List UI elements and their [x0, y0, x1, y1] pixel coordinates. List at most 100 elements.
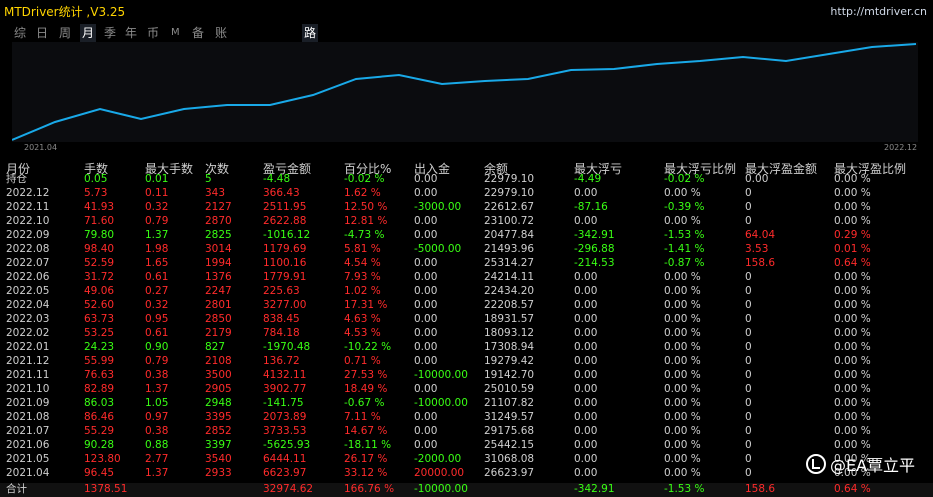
header-percent[interactable]: 百分比%	[344, 162, 392, 176]
nav-m[interactable]: M	[171, 27, 180, 38]
cell-balance: 23100.72	[484, 215, 535, 227]
cell-month: 2022.04	[6, 299, 50, 311]
cell-max-float-loss-pct: 0.00 %	[664, 383, 701, 395]
cell-percent: 17.31 %	[344, 299, 388, 311]
nav-yearly[interactable]: 年	[125, 26, 138, 40]
total-month: 合计	[6, 483, 27, 495]
cell-max-lots: 1.98	[145, 243, 169, 255]
cell-max-float-profit: 0	[745, 313, 752, 325]
cell-max-float-loss: 0.00	[574, 383, 598, 395]
website-link[interactable]: http://mtdriver.cn	[830, 5, 927, 18]
header-max-float-loss-pct[interactable]: 最大浮亏比例	[664, 162, 737, 176]
cell-lots: 96.45	[84, 467, 115, 479]
header-max-float-profit[interactable]: 最大浮盈金额	[745, 162, 818, 176]
cell-month: 2022.10	[6, 215, 50, 227]
cell-deposit: -3000.00	[414, 201, 462, 213]
header-max-float-profit-pct[interactable]: 最大浮盈比例	[834, 162, 907, 176]
nav-quarterly[interactable]: 季	[104, 26, 117, 40]
nav-backup[interactable]: 备	[192, 26, 205, 40]
cell-count: 2948	[205, 397, 232, 409]
cell-lots: 55.29	[84, 425, 115, 437]
cell-deposit: 0.00	[414, 285, 438, 297]
cell-max-float-profit: 3.53	[745, 243, 769, 255]
cell-lots: 53.25	[84, 327, 115, 339]
cell-percent: 33.12 %	[344, 467, 388, 479]
cell-pnl: 6623.97	[263, 467, 307, 479]
cell-count: 1994	[205, 257, 232, 269]
cell-balance: 29175.68	[484, 425, 535, 437]
cell-lots: 31.72	[84, 271, 115, 283]
cell-pnl: -141.75	[263, 397, 304, 409]
cell-month: 2021.09	[6, 397, 50, 409]
cell-balance: 20477.84	[484, 229, 535, 241]
cell-percent: 1.02 %	[344, 285, 381, 297]
cell-max-float-profit: 0	[745, 355, 752, 367]
header-max-float-loss[interactable]: 最大浮亏	[574, 162, 623, 176]
cell-max-lots: 0.95	[145, 313, 169, 325]
cell-lots: 41.93	[84, 201, 115, 213]
cell-lots: 86.46	[84, 411, 115, 423]
cell-pnl: -1970.48	[263, 341, 311, 353]
cell-count: 2933	[205, 467, 232, 479]
cell-percent: -10.22 %	[344, 341, 392, 353]
cell-max-float-loss: 0.00	[574, 439, 598, 451]
header-max-lots[interactable]: 最大手数	[145, 162, 194, 176]
cell-month: 2021.11	[6, 369, 50, 381]
header-count[interactable]: 次数	[205, 162, 230, 176]
cell-max-float-profit-pct: 0.00 %	[834, 397, 871, 409]
cell-max-float-loss-pct: -0.39 %	[664, 201, 705, 213]
cell-balance: 22979.10	[484, 173, 535, 185]
cell-max-float-profit-pct: 0.00 %	[834, 271, 871, 283]
balance-line	[12, 43, 917, 141]
total-lots: 1378.51	[84, 483, 128, 495]
cell-percent: 18.49 %	[344, 383, 388, 395]
cell-max-float-loss-pct: 0.00 %	[664, 313, 701, 325]
nav-currency[interactable]: 币	[147, 26, 160, 40]
cell-max-float-profit-pct: 0.00 %	[834, 411, 871, 423]
cell-lots: 71.60	[84, 215, 115, 227]
cell-month: 2022.12	[6, 187, 50, 199]
cell-count: 2870	[205, 215, 232, 227]
header-lots[interactable]: 手数	[84, 162, 109, 176]
cell-pnl: 3277.00	[263, 299, 307, 311]
cell-max-float-loss-pct: 0.00 %	[664, 467, 701, 479]
header-deposit[interactable]: 出入金	[414, 162, 451, 176]
header-pnl[interactable]: 盈亏金额	[263, 162, 312, 176]
cell-count: 343	[205, 187, 226, 199]
cell-max-float-profit: 0	[745, 411, 752, 423]
cell-count: 2905	[205, 383, 232, 395]
cell-count: 1376	[205, 271, 232, 283]
nav-daily[interactable]: 日	[36, 26, 49, 40]
cell-max-float-loss: 0.00	[574, 327, 598, 339]
nav-weekly[interactable]: 周	[59, 26, 72, 40]
total-max-float-profit: 158.6	[745, 483, 776, 495]
cell-balance: 31249.57	[484, 411, 535, 423]
cell-percent: -0.02 %	[344, 173, 385, 185]
cell-max-lots: 0.88	[145, 439, 169, 451]
cell-max-float-loss: 0.00	[574, 369, 598, 381]
header-month[interactable]: 月份	[6, 162, 31, 176]
cell-pnl: 1100.16	[263, 257, 307, 269]
cell-max-float-loss: 0.00	[574, 341, 598, 353]
cell-month: 2021.04	[6, 467, 50, 479]
nav-summary[interactable]: 综	[14, 26, 27, 40]
cell-max-float-loss: 0.00	[574, 299, 598, 311]
cell-max-lots: 0.61	[145, 271, 169, 283]
cell-deposit: 0.00	[414, 425, 438, 437]
balance-chart	[12, 42, 918, 142]
cell-percent: 7.11 %	[344, 411, 381, 423]
cell-lots: 79.80	[84, 229, 115, 241]
cell-max-float-loss: 0.00	[574, 271, 598, 283]
cell-month: 2022.09	[6, 229, 50, 241]
nav-monthly[interactable]: 月	[80, 24, 97, 42]
cell-max-lots: 0.79	[145, 215, 169, 227]
cell-pnl: 2511.95	[263, 201, 307, 213]
cell-max-float-profit-pct: 0.00 %	[834, 369, 871, 381]
cell-month: 2021.12	[6, 355, 50, 367]
header-balance[interactable]: 余额	[484, 162, 509, 176]
cell-count: 3540	[205, 453, 232, 465]
cell-max-float-profit-pct: 0.00 %	[834, 453, 871, 465]
cell-deposit: 0.00	[414, 271, 438, 283]
cell-max-float-loss: 0.00	[574, 411, 598, 423]
cell-max-float-loss-pct: -0.87 %	[664, 257, 705, 269]
